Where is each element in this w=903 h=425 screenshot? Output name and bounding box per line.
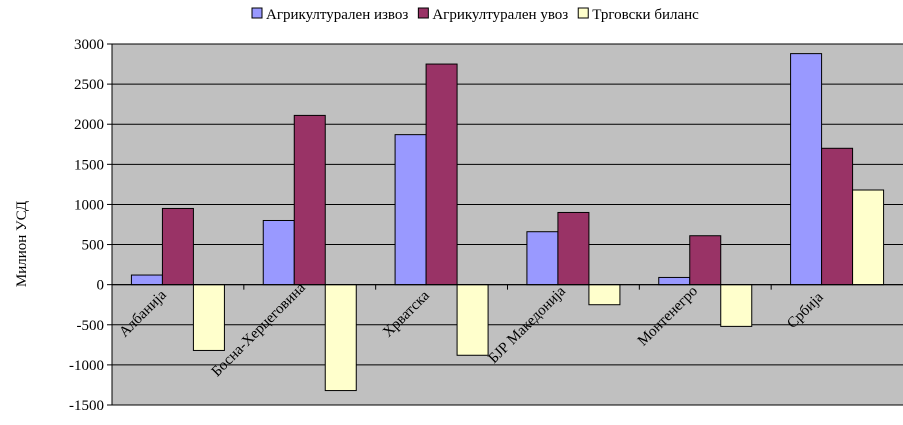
chart-legend: Агрикултурален извоз Агрикултурален увоз Т…: [251, 7, 699, 23]
bar: [720, 284, 753, 327]
legend-item: Агрикултурален увоз: [417, 7, 568, 23]
bar: [425, 63, 458, 286]
legend-label: Агрикултурален извоз: [266, 7, 408, 23]
y-tick-label: 1000: [74, 197, 104, 213]
y-axis-ticks: 3000 2500 2000 1500 1000 500 0 -500 -1000 -1500: [69, 37, 112, 414]
bar: [658, 276, 691, 286]
bar: [324, 284, 357, 392]
legend-item: Агрикултурален извоз: [251, 7, 408, 23]
y-tick-label: 1500: [74, 157, 104, 173]
y-axis-title: Милион УСД: [14, 201, 30, 287]
legend-swatch: [251, 7, 263, 19]
legend-swatch: [577, 7, 589, 19]
bar: [852, 189, 885, 286]
bar: [130, 274, 163, 286]
y-tick-label: 500: [82, 238, 105, 254]
bar: [456, 284, 489, 356]
bar: [394, 134, 427, 286]
y-tick-label: 3000: [74, 37, 104, 53]
y-tick-label: -500: [77, 318, 105, 334]
bar: [161, 207, 194, 286]
bar: [790, 53, 823, 286]
y-tick-label: -1500: [69, 398, 104, 414]
y-tick-label: 0: [97, 278, 105, 294]
bar: [293, 114, 326, 286]
y-tick-label: 2500: [74, 77, 104, 93]
bar: [262, 219, 295, 286]
legend-swatch: [417, 7, 429, 19]
bar: [192, 284, 225, 351]
bar: [689, 235, 722, 286]
bar: [557, 211, 590, 286]
bar: [588, 284, 621, 306]
y-tick-label: 2000: [74, 117, 104, 133]
bar: [526, 231, 559, 286]
legend-label: Трговски биланс: [592, 7, 699, 23]
plot-area: [112, 44, 903, 405]
y-tick-label: -1000: [69, 358, 104, 374]
bar: [821, 147, 854, 286]
legend-item: Трговски биланс: [577, 7, 699, 23]
legend-label: Агрикултурален увоз: [432, 7, 568, 23]
